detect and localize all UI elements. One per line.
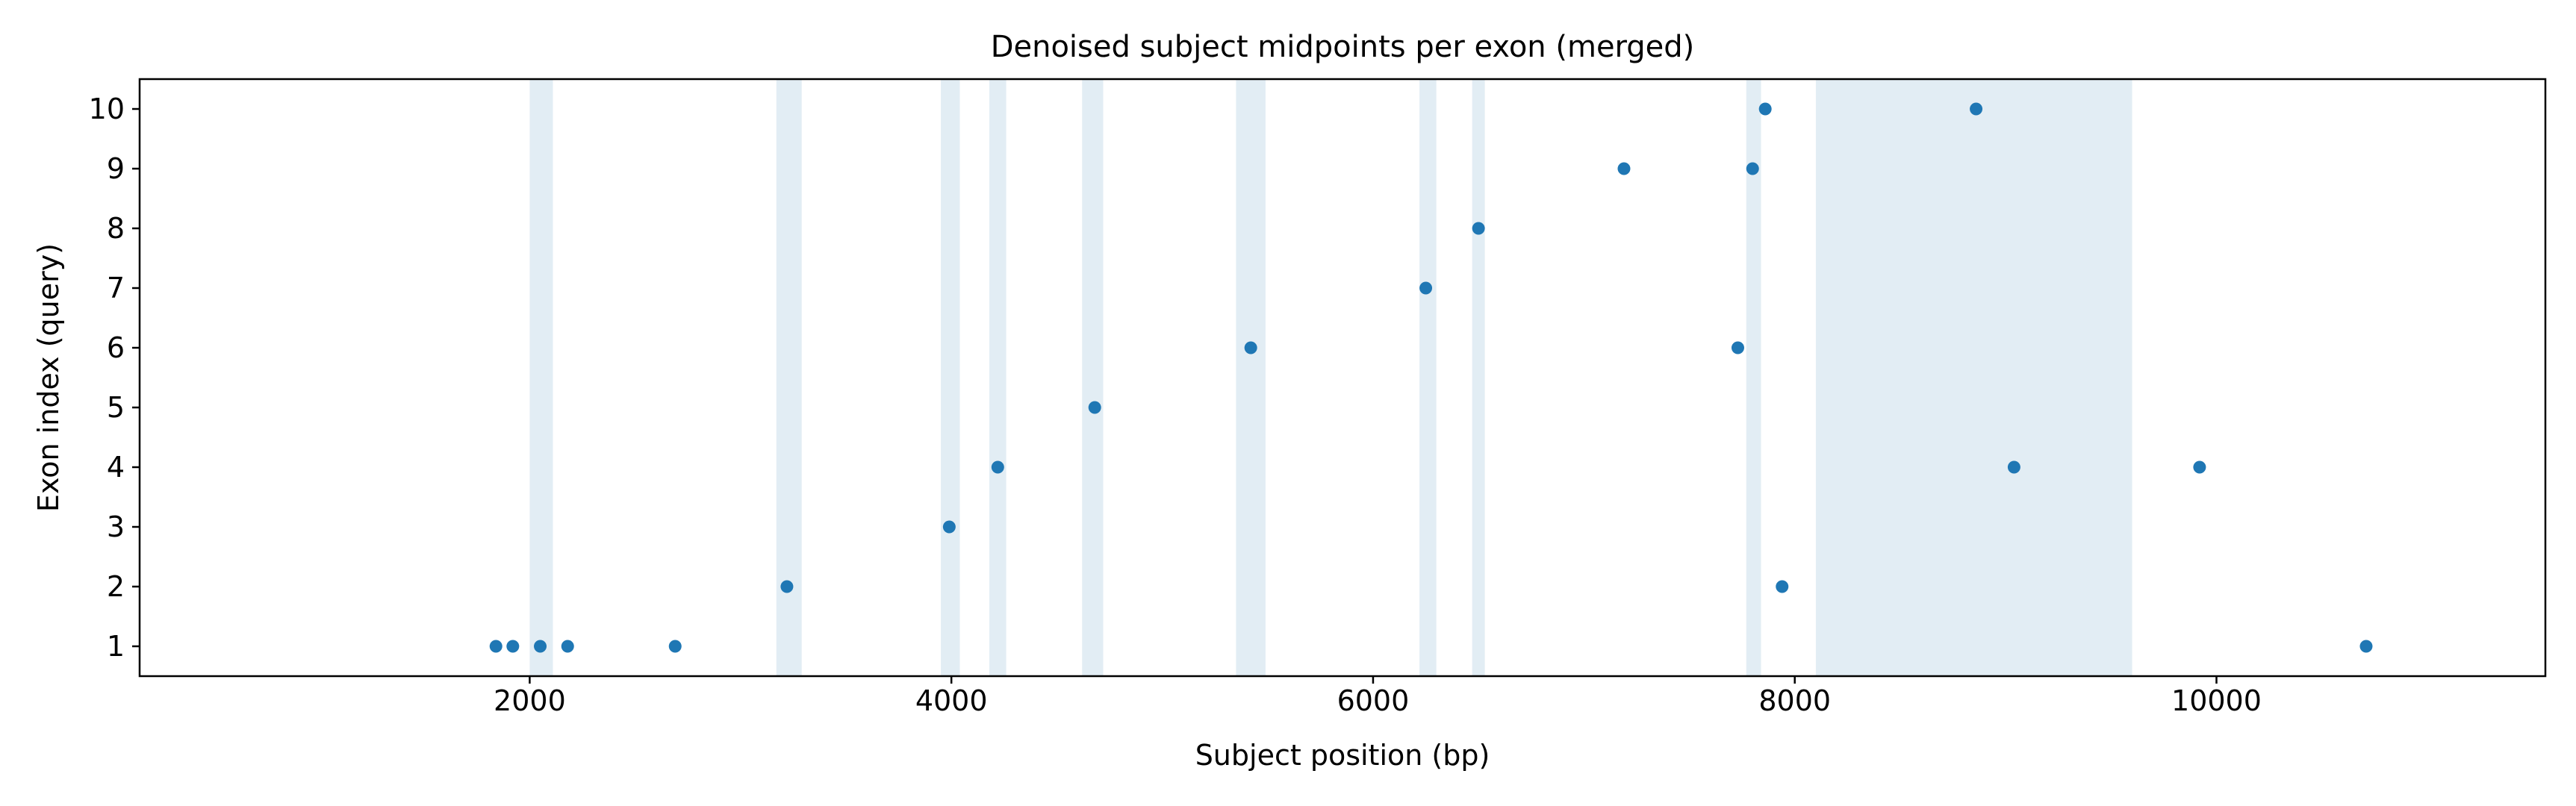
y-tick-label: 7 bbox=[107, 272, 125, 304]
highlight-band-8 bbox=[1472, 79, 1485, 676]
y-tick-label: 8 bbox=[107, 212, 125, 245]
y-tick-label: 9 bbox=[107, 152, 125, 185]
data-point bbox=[780, 580, 794, 593]
data-point bbox=[668, 640, 682, 653]
x-tick-label: 2000 bbox=[494, 684, 566, 717]
x-axis-ticks: 2000 4000 6000 8000 10000 bbox=[494, 676, 2262, 717]
highlight-band-3 bbox=[941, 79, 960, 676]
y-axis-label: Exon index (query) bbox=[32, 243, 65, 512]
y-tick-label: 4 bbox=[107, 451, 125, 484]
data-point bbox=[1088, 401, 1101, 414]
y-tick-label: 1 bbox=[107, 630, 125, 663]
y-tick-label: 3 bbox=[107, 510, 125, 543]
y-tick-label: 5 bbox=[107, 391, 125, 424]
highlight-bands bbox=[529, 79, 2132, 676]
data-point bbox=[1419, 281, 1433, 295]
y-axis-ticks: 1 2 3 4 5 6 7 8 9 10 bbox=[89, 93, 140, 663]
x-axis-label: Subject position (bp) bbox=[1195, 739, 1490, 772]
data-point bbox=[506, 640, 520, 653]
data-point bbox=[2359, 640, 2373, 653]
x-tick-label: 4000 bbox=[915, 684, 988, 717]
chart-title: Denoised subject midpoints per exon (mer… bbox=[991, 30, 1695, 64]
data-point bbox=[1472, 222, 1485, 235]
data-point bbox=[1758, 102, 1772, 116]
data-point bbox=[2007, 460, 2020, 474]
highlight-band-4 bbox=[989, 79, 1007, 676]
highlight-band-1 bbox=[529, 79, 553, 676]
plot-frame bbox=[138, 78, 2547, 678]
highlight-band-5 bbox=[1082, 79, 1104, 676]
data-point bbox=[561, 640, 574, 653]
data-point bbox=[1617, 162, 1631, 175]
highlight-band-7 bbox=[1419, 79, 1437, 676]
data-point bbox=[1244, 341, 1257, 354]
y-tick-label: 10 bbox=[89, 93, 125, 125]
highlight-band-9 bbox=[1746, 79, 1761, 676]
data-point bbox=[1776, 580, 1789, 593]
data-point bbox=[489, 640, 503, 653]
data-point bbox=[942, 520, 956, 534]
highlight-band-2 bbox=[776, 79, 802, 676]
data-point bbox=[1970, 102, 1983, 116]
y-tick-label: 6 bbox=[107, 331, 125, 364]
y-tick-label: 2 bbox=[107, 570, 125, 603]
x-tick-label: 8000 bbox=[1758, 684, 1831, 717]
data-point bbox=[991, 460, 1004, 474]
data-point bbox=[2193, 460, 2206, 474]
data-point bbox=[534, 640, 547, 653]
x-tick-label: 10000 bbox=[2171, 684, 2262, 717]
x-tick-label: 6000 bbox=[1337, 684, 1410, 717]
data-points bbox=[489, 102, 2373, 653]
highlight-band-6 bbox=[1236, 79, 1266, 676]
data-point bbox=[1731, 341, 1744, 354]
highlight-band-10 bbox=[1815, 79, 2132, 676]
data-point bbox=[1746, 162, 1759, 175]
